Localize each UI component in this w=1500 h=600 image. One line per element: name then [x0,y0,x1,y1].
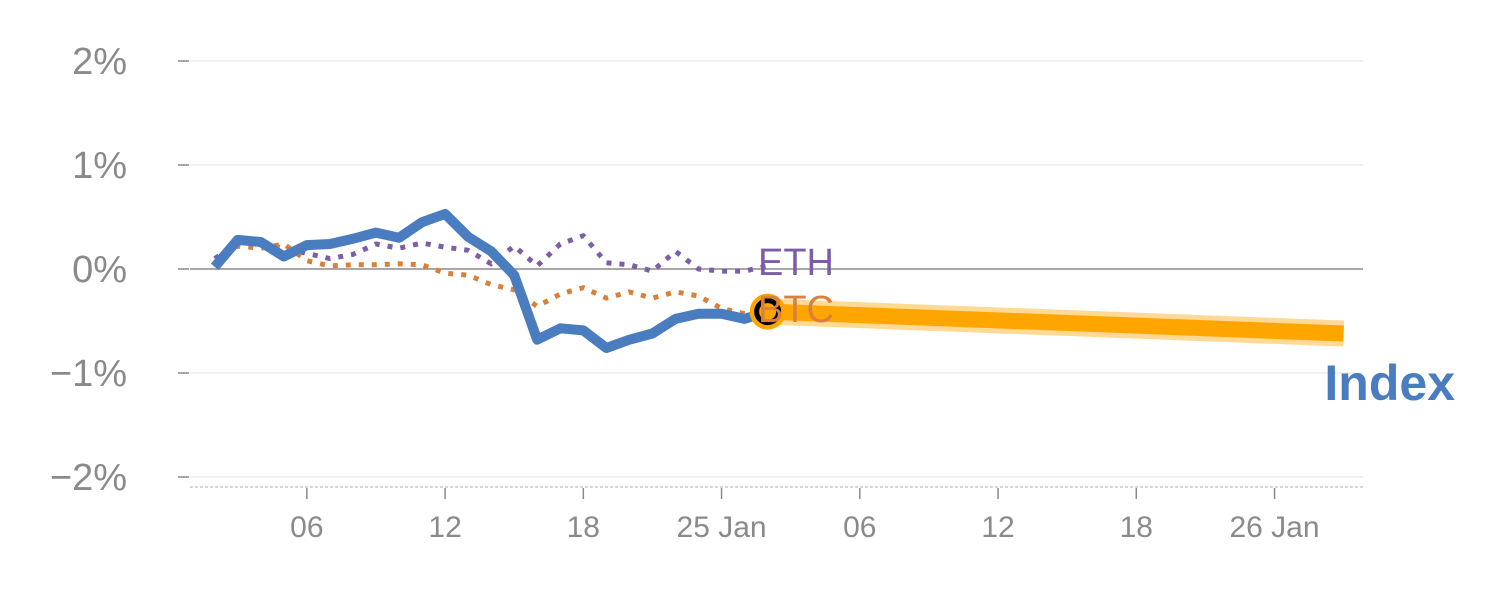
x-tick-label: 06 [843,511,876,544]
y-tick-label: −2% [50,457,127,499]
btc-series-label: BTC [758,289,834,331]
label-layer: ETH BTC Index [758,242,1455,411]
index-series-line [210,208,770,353]
eth-series-label: ETH [758,242,834,284]
x-tick-label: 18 [567,511,600,544]
x-tick-label: 26 Jan [1229,511,1319,544]
latest-point-ring [754,298,782,326]
axis-layer: 2% 1% 0% −1% −2% 06 12 18 25 Jan 06 12 18 26 Jan [50,41,1363,544]
index-series-label: Index [1324,355,1455,411]
y-tick-label: 0% [72,249,127,291]
x-tick-label: 18 [1120,511,1153,544]
grid-layer [190,60,1363,478]
y-tick-label: 2% [72,41,127,83]
series-layer [210,208,1345,353]
x-tick-label: 06 [290,511,323,544]
projection-band [767,303,1344,342]
x-tick-label: 12 [428,511,461,544]
x-tick-label: 12 [981,511,1014,544]
y-tick-label: 1% [72,145,127,187]
eth-series-line [213,233,769,274]
y-tick-label: −1% [50,353,127,395]
x-tick-label: 25 Jan [677,511,767,544]
